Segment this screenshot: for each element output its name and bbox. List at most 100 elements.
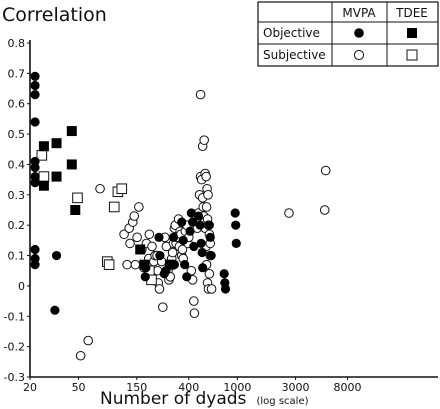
point-objective-tdee [51,171,62,182]
point-objective-mvpa [193,211,204,221]
x-tick-label: 150 [126,381,147,394]
point-subjective-mvpa [75,350,86,361]
point-objective-mvpa [180,260,190,270]
y-tick-label: 0.5 [8,128,26,141]
point-objective-mvpa [155,250,165,261]
x-tick-label: 8000 [334,381,362,394]
y-tick-label: 0.2 [8,219,26,232]
point-subjective-mvpa [122,259,132,270]
point-subjective-mvpa [154,284,165,294]
point-objective-mvpa [30,90,40,100]
point-subjective-mvpa [147,241,157,252]
point-objective-mvpa [30,80,40,91]
x-axis-label: Number of dyads (log scale) [100,389,309,409]
point-objective-tdee [135,244,146,255]
point-objective-mvpa [140,272,150,282]
x-tick-label: 1000 [223,381,251,394]
x-tick-label: 50 [72,381,86,394]
point-objective-mvpa [30,260,40,270]
point-subjective-mvpa [201,202,212,212]
point-objective-mvpa [231,220,241,230]
point-subjective-mvpa [132,232,142,243]
y-axis-ticks: 0.8 0.7 0.6 0.5 0.4 0.3 0.2 0.1 0 -0.1 -0.2 -0.3 [4,37,30,384]
point-subjective-mvpa [129,211,140,221]
legend-marker-objective-mvpa [354,28,364,38]
point-objective-tdee [164,259,175,270]
point-objective-mvpa [30,162,40,173]
point-objective-mvpa [30,178,40,188]
point-subjective-mvpa [186,265,197,276]
point-objective-mvpa [189,241,199,252]
point-objective-mvpa [51,250,62,261]
y-tick-label: 0.8 [8,37,26,50]
point-subjective-mvpa [83,335,94,346]
point-subjective-tdee [108,201,120,213]
point-subjective-tdee [116,183,128,195]
x-axis-label-note: (log scale) [257,396,309,407]
point-subjective-mvpa [144,229,155,240]
y-tick-label: 0 [18,280,25,293]
point-subjective-mvpa [203,190,213,200]
point-subjective-mvpa [206,284,217,294]
y-tick-label: 0.6 [8,98,26,111]
point-subjective-mvpa [320,165,331,176]
point-subjective-mvpa [319,205,330,215]
point-subjective-mvpa [167,247,178,258]
y-tick-label: 0.3 [8,189,26,202]
x-tick-label: 400 [178,381,199,394]
legend-col-tdee: TDEE [395,6,428,20]
point-objective-tdee [51,138,62,149]
point-objective-mvpa [30,71,40,81]
point-subjective-mvpa [189,296,199,306]
point-subjective-mvpa [130,259,141,270]
point-subjective-mvpa [201,171,211,182]
point-subjective-mvpa [189,308,200,319]
legend-marker-objective-tdee [407,28,417,38]
point-objective-mvpa [168,232,179,242]
point-subjective-mvpa [204,268,215,279]
point-subjective-mvpa [177,244,188,255]
point-objective-mvpa [186,208,196,218]
y-tick-label: 0.4 [8,158,26,171]
legend-row-subjective: Subjective [263,48,326,62]
point-objective-tdee [66,126,77,137]
point-objective-mvpa [197,247,207,258]
point-subjective-tdee [103,259,115,270]
point-objective-mvpa [230,208,240,218]
point-subjective-mvpa [157,302,168,312]
y-tick-label: -0.3 [4,371,25,384]
point-objective-mvpa [50,305,60,315]
point-objective-mvpa [220,284,231,294]
point-objective-mvpa [219,269,229,279]
x-tick-label: 20 [23,381,37,394]
legend-col-mvpa: MVPA [342,6,376,20]
point-objective-mvpa [185,226,195,236]
point-objective-mvpa [177,217,187,227]
y-tick-label: 0.1 [8,250,26,263]
point-objective-mvpa [198,263,208,273]
legend-marker-subjective-mvpa [353,49,365,61]
x-tick-label: 3000 [282,381,310,394]
point-objective-mvpa [196,238,206,248]
x-axis-label-main: Number of dyads [100,389,247,409]
point-objective-mvpa [178,235,188,245]
y-tick-label: -0.2 [4,341,25,354]
point-objective-mvpa [231,238,241,248]
point-objective-mvpa [204,220,214,230]
point-objective-mvpa [154,232,164,242]
legend-row-objective: Objective [263,26,320,40]
point-objective-mvpa [206,250,216,261]
y-tick-label: -0.1 [4,310,25,323]
point-subjective-mvpa [119,229,129,240]
chart-title: Correlation [2,4,107,26]
point-subjective-mvpa [125,238,135,249]
point-objective-tdee [38,180,49,191]
point-objective-tdee [139,259,150,270]
legend: MVPA TDEE Objective Subjective [257,1,439,67]
point-subjective-mvpa [284,208,294,218]
point-objective-mvpa [195,220,205,230]
point-objective-mvpa [30,244,40,255]
y-tick-label: 0.7 [8,67,26,80]
legend-marker-subjective-tdee [406,49,418,61]
